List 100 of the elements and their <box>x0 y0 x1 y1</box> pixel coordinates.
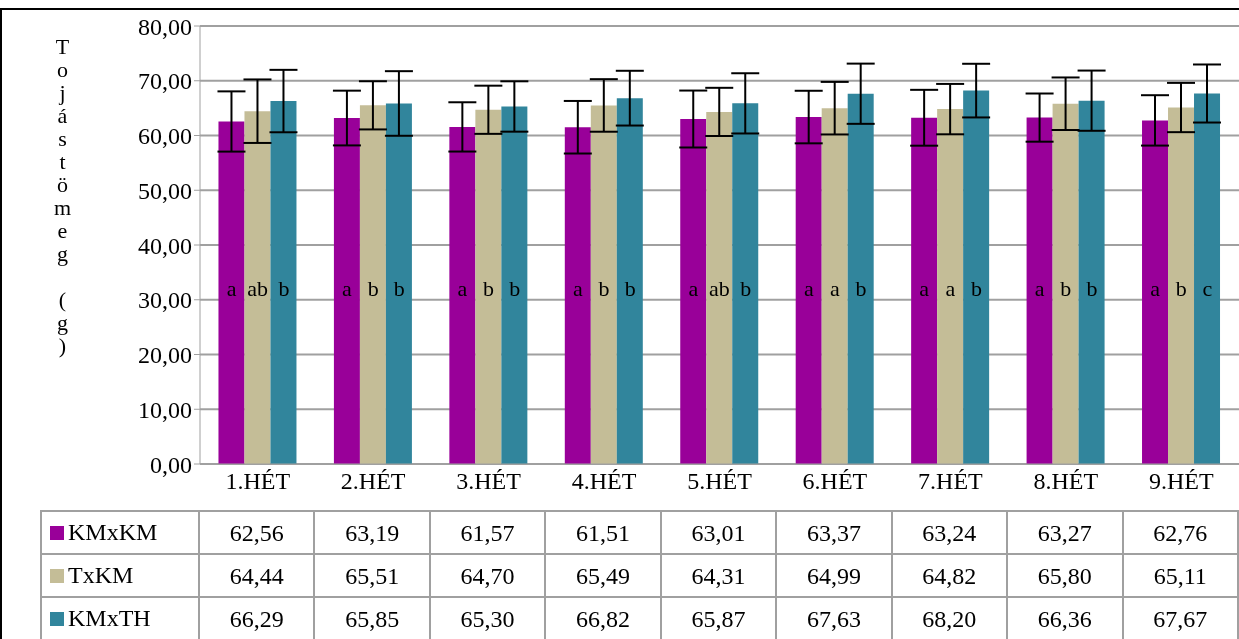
bar <box>1078 100 1105 464</box>
data-label: 65,80 <box>1008 555 1124 596</box>
data-label: 65,49 <box>546 555 662 596</box>
annotation: b <box>623 275 637 301</box>
annotation: b <box>597 275 611 301</box>
y-tick-label: 40,00 <box>138 232 192 259</box>
annotation: ab <box>246 275 270 301</box>
bar <box>732 103 759 464</box>
y-tick-label: 30,00 <box>138 287 192 314</box>
bar <box>218 121 245 464</box>
data-label: 65,30 <box>430 598 547 639</box>
bar <box>270 101 297 464</box>
annotation: a <box>829 275 841 301</box>
data-label: 63,24 <box>892 512 1009 553</box>
data-label: 63,27 <box>1008 512 1124 553</box>
data-label: 63,19 <box>315 512 431 553</box>
annotation: a <box>456 275 469 301</box>
annotation: b <box>970 275 984 301</box>
data-label: 64,82 <box>892 555 1009 596</box>
y-tick-label: 80,00 <box>138 13 192 40</box>
y-tick-label: 10,00 <box>138 396 192 423</box>
x-tick-label: 3.HÉT <box>456 468 522 495</box>
data-label: 67,67 <box>1123 598 1239 639</box>
legend-label: KMxKM <box>68 519 158 546</box>
annotation: b <box>1085 275 1099 301</box>
bar <box>1052 103 1079 464</box>
data-label: 61,51 <box>546 512 662 553</box>
bar <box>616 98 643 464</box>
data-label: 66,29 <box>200 598 316 639</box>
y-tick-label: 0,00 <box>150 451 192 478</box>
bar <box>680 119 707 464</box>
bar <box>359 105 386 464</box>
data-label: 62,76 <box>1123 512 1239 553</box>
bar <box>385 103 412 464</box>
data-label: 67,63 <box>777 598 893 639</box>
x-tick-label: 5.HÉT <box>687 468 753 495</box>
legend-label: KMxTH <box>68 605 151 632</box>
annotation: b <box>740 275 752 301</box>
annotation: b <box>366 275 380 301</box>
y-axis-title: Tojástömeg (g) <box>49 34 76 359</box>
bar <box>963 90 990 464</box>
bar <box>821 108 848 464</box>
data-label: 64,44 <box>200 555 316 596</box>
x-tick-label: 4.HÉT <box>571 468 637 495</box>
annotation: b <box>854 275 868 301</box>
y-tick-label: 70,00 <box>138 68 192 95</box>
bar <box>1194 93 1221 464</box>
annotation: a <box>944 275 957 301</box>
annotation: a <box>918 275 931 301</box>
data-label: 68,20 <box>892 598 1009 639</box>
x-tick-label: 1.HÉT <box>225 468 291 495</box>
annotation: b <box>508 275 522 301</box>
data-label: 65,87 <box>661 598 778 639</box>
data-label: 65,11 <box>1123 555 1239 596</box>
legend-label: TxKM <box>68 562 134 589</box>
data-label: 62,56 <box>200 512 316 553</box>
bar <box>937 109 964 464</box>
annotation: a <box>688 275 699 301</box>
bar <box>501 106 528 464</box>
annotation: a <box>226 275 237 301</box>
data-label: 63,37 <box>777 512 893 553</box>
data-label: 66,36 <box>1008 598 1124 639</box>
bar <box>475 109 502 464</box>
data-label: 63,01 <box>661 512 778 553</box>
annotation: a <box>802 275 815 301</box>
annotation: a <box>572 275 584 301</box>
x-tick-label: 9.HÉT <box>1148 468 1214 495</box>
y-tick-label: 20,00 <box>138 342 192 369</box>
y-tick-label: 50,00 <box>138 177 192 204</box>
y-tick-label: 60,00 <box>138 123 192 150</box>
data-label: 66,82 <box>546 598 662 639</box>
bar <box>1026 117 1053 464</box>
data-label: 61,57 <box>430 512 547 553</box>
x-tick-label: 7.HÉT <box>918 468 984 495</box>
bar <box>706 111 733 464</box>
annotation: b <box>278 275 290 301</box>
bar <box>847 93 874 464</box>
bar <box>911 117 938 464</box>
bar <box>244 111 271 464</box>
data-label: 65,85 <box>315 598 431 639</box>
data-label: 65,51 <box>315 555 431 596</box>
x-tick-label: 2.HÉT <box>340 468 406 495</box>
x-tick-label: 8.HÉT <box>1033 468 1099 495</box>
bar <box>795 117 822 464</box>
annotation: b <box>482 275 496 301</box>
annotation: b <box>1059 275 1073 301</box>
data-label: 64,70 <box>430 555 547 596</box>
bar <box>564 127 591 464</box>
annotation: b <box>392 275 406 301</box>
annotation: c <box>1201 275 1214 301</box>
annotation: ab <box>708 275 731 301</box>
bar <box>449 126 476 464</box>
annotation: a <box>1033 275 1046 301</box>
annotation: a <box>341 275 353 301</box>
annotation: b <box>1174 275 1188 301</box>
bar <box>590 105 617 464</box>
bar <box>333 118 360 464</box>
bar <box>1142 120 1169 464</box>
data-label: 64,31 <box>661 555 778 596</box>
x-tick-label: 6.HÉT <box>802 468 868 495</box>
